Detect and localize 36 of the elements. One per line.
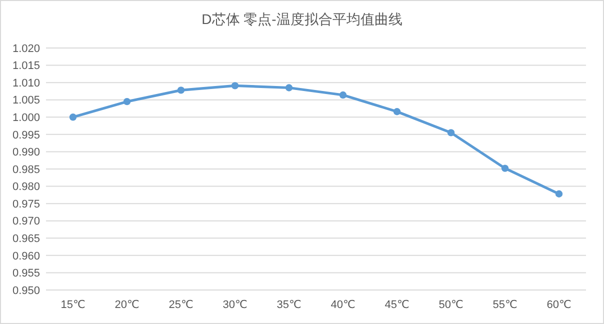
y-tick-label: 0.985 bbox=[12, 164, 40, 176]
x-tick-label: 25℃ bbox=[168, 299, 194, 311]
point bbox=[177, 86, 185, 94]
point bbox=[501, 164, 509, 172]
chart-title: D芯体 零点-温度拟合平均值曲线 bbox=[202, 11, 402, 27]
y-tick-label: 1.000 bbox=[12, 112, 40, 124]
y-tick-label: 0.970 bbox=[12, 216, 40, 228]
y-tick-label: 0.980 bbox=[12, 181, 40, 194]
point bbox=[393, 108, 401, 116]
x-tick-label: 15℃ bbox=[60, 299, 86, 311]
point bbox=[285, 84, 293, 92]
x-tick-label: 55℃ bbox=[492, 299, 518, 311]
x-tick-label: 45℃ bbox=[384, 299, 410, 311]
y-tick-label: 1.010 bbox=[12, 77, 40, 90]
x-tick-label: 50℃ bbox=[438, 299, 464, 311]
point bbox=[123, 98, 131, 106]
x-tick-label: 30℃ bbox=[222, 299, 248, 311]
point bbox=[555, 190, 563, 198]
point bbox=[231, 82, 239, 90]
y-tick-label: 1.005 bbox=[12, 94, 40, 107]
y-tick-label: 0.955 bbox=[12, 268, 40, 280]
y-tick-label: 0.975 bbox=[12, 198, 40, 210]
y-tick-label: 0.960 bbox=[12, 250, 40, 262]
x-tick-label: 60℃ bbox=[546, 299, 572, 311]
x-tick-label: 35℃ bbox=[276, 299, 302, 311]
y-tick-label: 1.020 bbox=[12, 42, 40, 55]
point bbox=[447, 129, 455, 136]
y-tick-label: 0.950 bbox=[12, 284, 40, 297]
point bbox=[339, 91, 347, 99]
y-tick-label: 1.015 bbox=[12, 60, 40, 72]
x-tick-label: 40℃ bbox=[330, 299, 356, 311]
x-tick-label: 20℃ bbox=[114, 299, 140, 311]
y-tick-label: 0.995 bbox=[12, 129, 40, 142]
point bbox=[69, 114, 77, 121]
y-tick-label: 0.990 bbox=[12, 146, 40, 159]
y-tick-label: 0.965 bbox=[12, 232, 40, 245]
